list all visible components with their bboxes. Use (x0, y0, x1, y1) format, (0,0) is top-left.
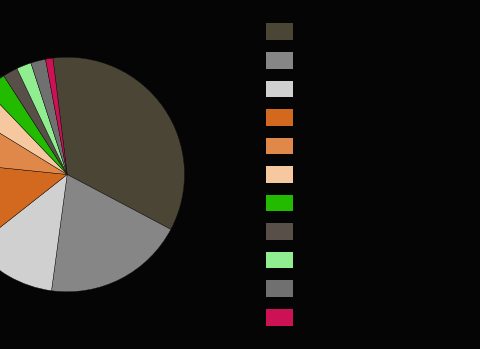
Bar (266, 281, 293, 297)
Wedge shape (53, 57, 184, 229)
Bar (266, 309, 293, 326)
Wedge shape (46, 58, 67, 174)
Bar (266, 81, 293, 97)
Wedge shape (0, 90, 67, 174)
Bar (266, 23, 293, 40)
Bar (266, 138, 293, 154)
Bar (266, 223, 293, 240)
Wedge shape (4, 68, 67, 174)
Wedge shape (31, 59, 67, 174)
Wedge shape (0, 76, 67, 174)
Wedge shape (0, 163, 67, 247)
Wedge shape (51, 174, 171, 292)
Wedge shape (0, 113, 67, 174)
Wedge shape (17, 63, 67, 174)
Bar (266, 109, 293, 126)
Bar (266, 195, 293, 211)
Wedge shape (0, 174, 67, 291)
Bar (266, 166, 293, 183)
Bar (266, 252, 293, 268)
Bar (266, 52, 293, 68)
